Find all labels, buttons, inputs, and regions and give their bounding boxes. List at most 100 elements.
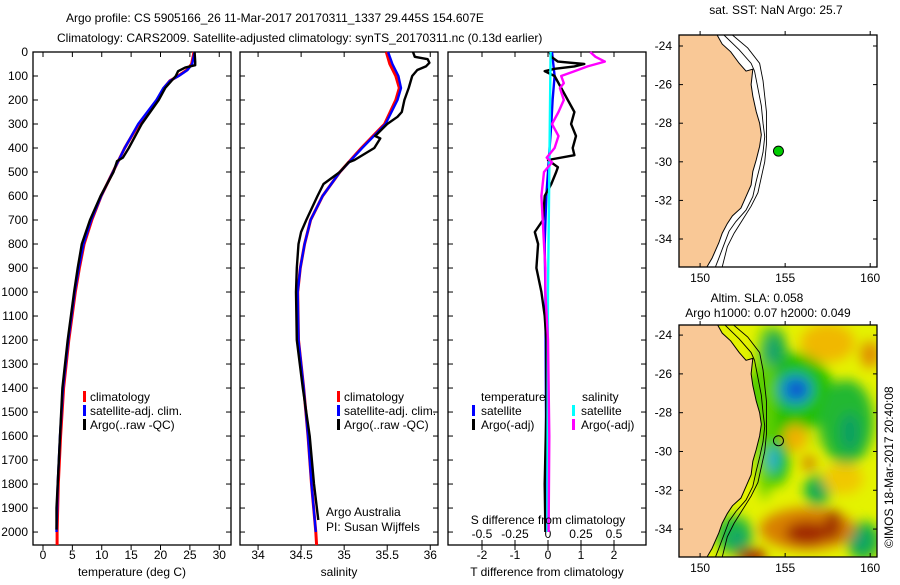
land-area bbox=[679, 325, 762, 557]
map-content bbox=[679, 35, 877, 267]
x-tick-label: 0 bbox=[40, 548, 47, 562]
depth-tick-label: 1800 bbox=[1, 477, 28, 491]
depth-tick-label: 1600 bbox=[1, 429, 28, 443]
x-tick-label: 2 bbox=[611, 548, 618, 562]
legend-label: satellite bbox=[581, 404, 622, 418]
bathymetry-contour bbox=[721, 35, 767, 267]
legend-header-temperature: temperature bbox=[481, 390, 546, 404]
x-tick-label: -2 bbox=[477, 548, 488, 562]
salinity-annotation-line1: Argo Australia bbox=[326, 505, 401, 519]
lat-tick-label: -30 bbox=[655, 155, 673, 169]
t-difference-xlabel: T difference from climatology bbox=[470, 565, 624, 579]
legend-label: satellite-adj. clim. bbox=[90, 404, 182, 418]
depth-tick-label: 1900 bbox=[1, 501, 28, 515]
x2-tick-label: 0.5 bbox=[606, 527, 623, 541]
figure-title-line2: Climatology: CARS2009. Satellite-adjuste… bbox=[57, 31, 542, 45]
x-tick-label: 34 bbox=[251, 548, 265, 562]
map-frame bbox=[678, 34, 878, 268]
sla-anomaly-blob bbox=[824, 509, 842, 541]
bathymetry-contour bbox=[721, 325, 767, 557]
legend-label: Argo(..raw -QC) bbox=[344, 418, 429, 432]
land-area bbox=[679, 35, 762, 267]
sla-anomaly-blob bbox=[822, 463, 864, 495]
sla-map-title-line2: Argo h1000: 0.07 h2000: 0.049 bbox=[685, 306, 851, 320]
legend-label: Argo(-adj) bbox=[581, 418, 634, 432]
sla-anomaly-blob bbox=[788, 381, 806, 398]
bathymetry-contour bbox=[714, 325, 766, 557]
plot-frame bbox=[447, 51, 647, 546]
legend-label: satellite bbox=[481, 404, 522, 418]
x-tick-label: 0 bbox=[545, 548, 552, 562]
x-tick-label: 30 bbox=[213, 548, 227, 562]
sla-anomaly-blob bbox=[729, 531, 747, 547]
legend-swatch-argo bbox=[337, 419, 340, 430]
sla-anomaly-blob bbox=[783, 424, 808, 452]
depth-tick-label: 600 bbox=[8, 189, 28, 203]
x-tick-label: 15 bbox=[124, 548, 138, 562]
lon-tick-label: 160 bbox=[860, 271, 880, 285]
salinity-legend: climatology satellite-adj. clim. Argo(..… bbox=[337, 390, 436, 432]
series-line-climatology bbox=[55, 51, 196, 545]
series-line-argo-raw-qc- bbox=[294, 51, 431, 521]
temperature-panel: 0 5 10 15 20 25 30 bbox=[32, 51, 232, 562]
sla-map: 150 155 160 -24 -26 -28 -30 -32 -34 bbox=[655, 321, 881, 575]
salinity-annotation-line2: PI: Susan Wijffels bbox=[326, 520, 420, 534]
legend-header-salinity: salinity bbox=[582, 390, 619, 404]
sla-anomaly-blob bbox=[859, 340, 877, 369]
sla-map-title-line1: Altim. SLA: 0.058 bbox=[711, 291, 804, 305]
depth-tick-label: 2000 bbox=[1, 525, 28, 539]
depth-tick-label: 0 bbox=[21, 45, 28, 59]
sla-anomaly-blob bbox=[735, 548, 767, 557]
sst-map-title: sat. SST: NaN Argo: 25.7 bbox=[709, 3, 843, 17]
sla-anomaly-blob bbox=[810, 482, 825, 499]
sla-anomaly-blob bbox=[851, 531, 869, 551]
lon-tick-label: 160 bbox=[860, 561, 880, 575]
depth-tick-label: 900 bbox=[8, 261, 28, 275]
legend-label: climatology bbox=[344, 390, 404, 404]
x2-tick-label: 0.25 bbox=[569, 527, 593, 541]
salinity-xlabel: salinity bbox=[321, 565, 358, 579]
temperature-xlabel: temperature (deg C) bbox=[78, 565, 186, 579]
temperature-legend: climatology satellite-adj. clim. Argo(..… bbox=[83, 390, 182, 432]
depth-tick-label: 100 bbox=[8, 69, 28, 83]
depth-tick-label: 1000 bbox=[1, 285, 28, 299]
legend-swatch-satellite bbox=[337, 405, 340, 416]
depth-tick-label: 1300 bbox=[1, 357, 28, 371]
depth-tick-label: 500 bbox=[8, 165, 28, 179]
depth-tick-label: 1400 bbox=[1, 381, 28, 395]
depth-tick-label: 1100 bbox=[2, 309, 28, 323]
s-difference-xlabel: S difference from climatology bbox=[471, 513, 626, 527]
lat-tick-label: -30 bbox=[655, 444, 673, 458]
depth-tick-label: 800 bbox=[8, 237, 28, 251]
series-line-s-satellite bbox=[546, 51, 552, 533]
legend-swatch-t-satellite bbox=[472, 405, 475, 416]
salinity-panel: 34 34.5 35 35.5 36 bbox=[239, 51, 439, 562]
legend-swatch-s-satellite bbox=[572, 405, 575, 416]
argo-float-marker bbox=[772, 435, 784, 447]
sst-map: 150 155 160 -24 -26 -28 -30 -32 -34 bbox=[655, 31, 881, 285]
sla-anomaly-blob bbox=[785, 521, 830, 545]
legend-label: climatology bbox=[90, 390, 150, 404]
depth-tick-label: 1200 bbox=[1, 333, 28, 347]
lat-tick-label: -32 bbox=[655, 193, 673, 207]
legend-label: Argo(..raw -QC) bbox=[90, 418, 175, 432]
x-tick-label: 34.5 bbox=[289, 548, 313, 562]
bathymetry-contour bbox=[714, 35, 766, 267]
legend-swatch-climatology bbox=[337, 391, 340, 402]
legend-swatch-climatology bbox=[83, 391, 86, 402]
sla-anomaly-blob bbox=[800, 325, 855, 363]
x-tick-label: 20 bbox=[154, 548, 168, 562]
lon-tick-label: 150 bbox=[690, 561, 710, 575]
map-frame bbox=[678, 324, 878, 558]
series-line-satellite-adj-clim- bbox=[55, 51, 196, 533]
depth-axis-labels: 0 100 200 300 400 500 600 700 800 900 1000 1100 1200… bbox=[1, 45, 28, 539]
difference-panel: -2 -1 0 1 2 -0.5 -0.25 0 0.25 0.5 bbox=[447, 51, 647, 562]
depth-tick-label: 400 bbox=[8, 141, 28, 155]
x-tick-label: -1 bbox=[510, 548, 521, 562]
depth-tick-label: 1500 bbox=[1, 405, 28, 419]
sla-anomaly-blob bbox=[767, 446, 780, 472]
x2-tick-label: -0.25 bbox=[501, 527, 529, 541]
argo-float-marker bbox=[772, 145, 784, 157]
plot-frame bbox=[239, 51, 439, 546]
